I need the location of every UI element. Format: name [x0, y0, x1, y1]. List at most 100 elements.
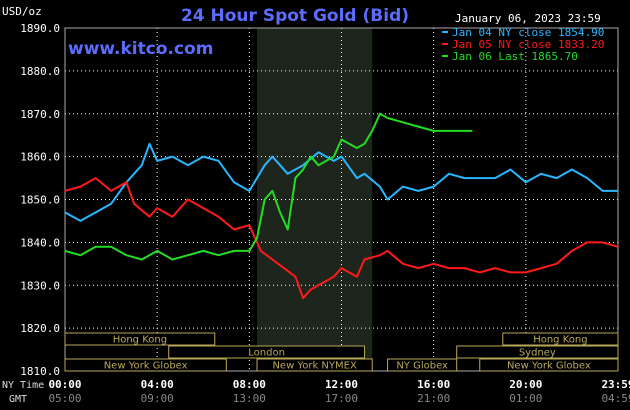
- axis-ticks: 1890.0 1880.0 1870.0 1860.0 1850.0 1840.0 1830…: [20, 22, 630, 405]
- data-point: [125, 254, 127, 256]
- data-point: [509, 271, 512, 273]
- x-tick-label: 12:00: [325, 378, 358, 391]
- x-tick-label: 16:00: [417, 378, 450, 391]
- data-point: [417, 126, 419, 128]
- data-point: [202, 207, 204, 209]
- data-point: [64, 190, 66, 192]
- data-point: [463, 267, 465, 269]
- data-point: [271, 190, 273, 192]
- data-point: [448, 130, 450, 132]
- nymex-shaded-region: [257, 28, 373, 371]
- session-label: Sydney: [519, 348, 556, 359]
- data-point: [279, 211, 281, 213]
- data-point: [371, 130, 373, 132]
- data-point: [586, 177, 588, 179]
- data-point: [448, 173, 450, 175]
- data-point: [363, 173, 366, 175]
- data-point: [356, 147, 358, 149]
- data-point: [479, 177, 481, 179]
- y-tick-label: 1880.0: [20, 65, 60, 78]
- data-point: [333, 276, 335, 278]
- data-point: [141, 164, 143, 166]
- data-point: [379, 254, 381, 256]
- data-point: [110, 203, 112, 205]
- data-point: [387, 117, 389, 119]
- session-label: NY Globex: [396, 361, 448, 372]
- gmt-label: GMT: [9, 394, 27, 405]
- data-point: [218, 160, 220, 162]
- data-point: [233, 181, 235, 183]
- data-point: [602, 190, 604, 192]
- data-point: [218, 216, 220, 218]
- y-tick-label: 1870.0: [20, 108, 60, 121]
- data-point: [133, 203, 135, 205]
- data-point: [433, 130, 435, 132]
- data-point: [110, 246, 112, 248]
- y-tick-label: 1830.0: [20, 279, 60, 292]
- data-point: [287, 173, 289, 175]
- data-point: [363, 143, 366, 145]
- data-point: [494, 177, 496, 179]
- data-point: [294, 177, 296, 179]
- data-point: [248, 190, 250, 192]
- data-point: [287, 228, 289, 231]
- data-point: [187, 198, 189, 201]
- x-tick-label-gmt: 04:59: [601, 392, 630, 405]
- data-point: [540, 173, 542, 175]
- data-point: [310, 288, 312, 291]
- data-point: [494, 267, 496, 269]
- session-band: [456, 345, 619, 359]
- data-point: [95, 246, 97, 248]
- session-band: [64, 358, 227, 372]
- data-point: [509, 168, 512, 171]
- y-tick-label: 1890.0: [20, 22, 60, 35]
- data-point: [302, 297, 304, 299]
- data-point: [333, 156, 335, 158]
- currency-label: USD/oz: [2, 5, 42, 18]
- data-point: [387, 198, 389, 201]
- data-point: [317, 151, 320, 153]
- data-point: [602, 241, 604, 243]
- x-tick-label-gmt: 05:00: [48, 392, 81, 405]
- session-label: New York NYMEX: [272, 361, 357, 372]
- session-band: [387, 358, 458, 372]
- session-band: [64, 332, 216, 346]
- x-tick-label: 08:00: [233, 378, 266, 391]
- data-point: [479, 271, 481, 273]
- data-point: [218, 254, 220, 256]
- data-point: [571, 168, 573, 171]
- legend-entry: Jan 05 NY close 1833.20: [452, 38, 604, 51]
- x-tick-label-gmt: 01:00: [509, 392, 542, 405]
- series-lines: [64, 112, 619, 300]
- data-point: [433, 263, 435, 265]
- data-point: [95, 177, 97, 179]
- session-bands: Hong Kong London New York Globex New York N…: [64, 332, 619, 372]
- x-tick-label-gmt: 21:00: [417, 392, 450, 405]
- data-point: [256, 237, 258, 239]
- x-tick-label-gmt: 09:00: [141, 392, 174, 405]
- data-point: [141, 258, 143, 261]
- data-point: [525, 181, 527, 183]
- data-point: [525, 271, 527, 273]
- data-point: [294, 276, 296, 278]
- x-tick-label: 04:00: [141, 378, 174, 391]
- timestamp: January 06, 2023 23:59: [455, 12, 601, 25]
- session-label: Hong Kong: [533, 335, 587, 346]
- data-point: [617, 246, 619, 248]
- data-point: [110, 190, 112, 192]
- data-point: [233, 228, 235, 231]
- data-point: [333, 160, 335, 162]
- session-label: New York Globex: [507, 361, 591, 372]
- x-tick-label: 20:00: [509, 378, 542, 391]
- data-point: [356, 177, 358, 179]
- y-tick-label: 1860.0: [20, 151, 60, 164]
- ny-time-label: NY Time: [2, 380, 44, 391]
- data-point: [586, 241, 588, 243]
- data-point: [302, 168, 304, 171]
- x-tick-label-gmt: 17:00: [325, 392, 358, 405]
- data-point: [617, 190, 619, 192]
- data-point: [79, 220, 81, 222]
- data-point: [556, 177, 558, 179]
